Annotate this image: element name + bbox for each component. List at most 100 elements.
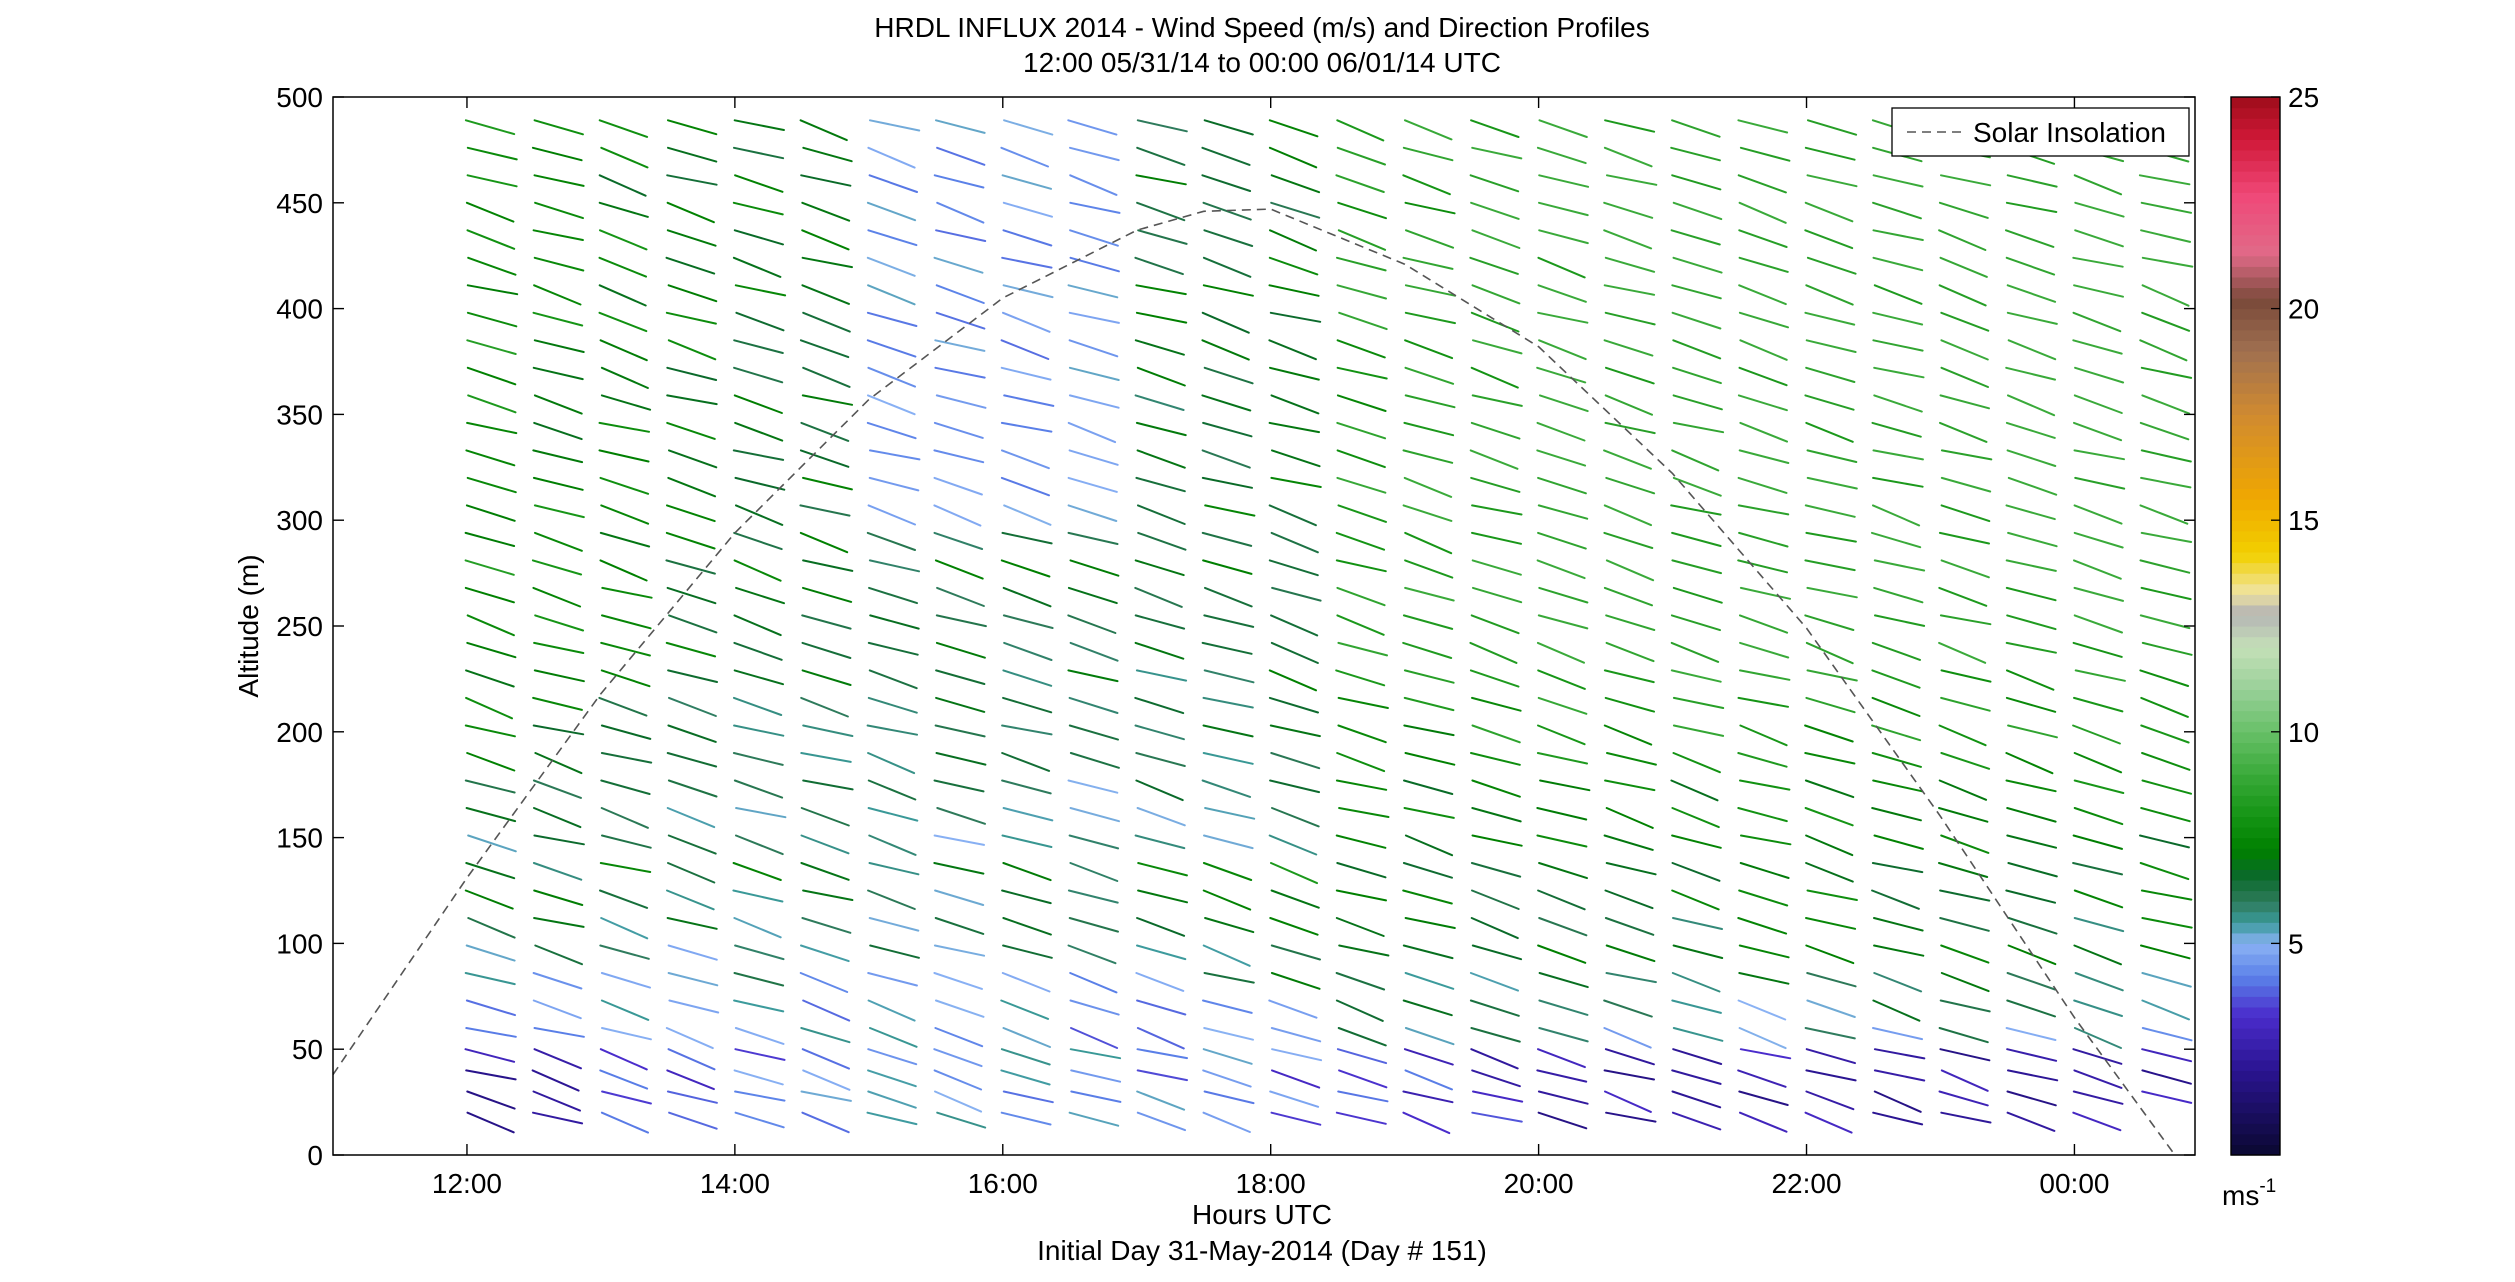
- wind-barb: [1805, 917, 1857, 930]
- wind-barb: [1604, 256, 1656, 273]
- wind-barb: [667, 972, 719, 987]
- wind-barb: [1805, 284, 1854, 306]
- wind-barb: [799, 119, 848, 142]
- wind-barb: [1270, 174, 1321, 194]
- wind-barb: [802, 476, 853, 491]
- wind-barb: [1002, 201, 1053, 218]
- wind-barb: [1001, 531, 1053, 545]
- wind-barb: [1404, 119, 1453, 141]
- wind-barb: [1469, 449, 1519, 470]
- wind-barb: [1002, 669, 1053, 687]
- wind-barb: [935, 119, 986, 134]
- wind-barb: [802, 999, 851, 1022]
- wind-barb: [934, 1090, 983, 1113]
- wind-barb: [1268, 119, 1319, 138]
- colorbar-stripe: [2231, 594, 2280, 606]
- wind-barb: [1605, 1111, 1657, 1123]
- wind-barb: [2141, 256, 2194, 268]
- wind-barb: [2073, 421, 2123, 442]
- wind-barb: [1671, 531, 1722, 547]
- wind-barb: [1938, 201, 1989, 219]
- wind-barb: [2006, 1090, 2057, 1107]
- wind-barb: [734, 421, 784, 442]
- wind-barb: [1603, 449, 1652, 470]
- wind-barb: [735, 311, 785, 332]
- wind-barb: [2073, 1069, 2123, 1089]
- wind-barb: [1537, 504, 1589, 520]
- wind-barb: [2073, 944, 2122, 966]
- wind-barb: [2006, 311, 2058, 325]
- wind-barb: [800, 174, 852, 187]
- wind-barb: [1335, 531, 1386, 551]
- wind-barb: [1873, 917, 1924, 932]
- wind-barb: [1402, 256, 1454, 270]
- wind-barb: [465, 449, 516, 467]
- wind-barb: [1203, 1027, 1254, 1041]
- wind-barb: [735, 586, 785, 605]
- colorbar-stripe: [2231, 742, 2280, 754]
- wind-barb: [869, 944, 920, 959]
- wind-barb: [1805, 531, 1857, 543]
- wind-barb: [1536, 641, 1585, 664]
- wind-barb: [1070, 1069, 1122, 1083]
- wind-barb: [868, 586, 918, 605]
- wind-barb: [599, 862, 652, 873]
- wind-barb: [800, 421, 850, 442]
- wind-barb: [1336, 394, 1387, 412]
- wind-barb: [1135, 476, 1186, 493]
- wind-barb: [1471, 1111, 1523, 1123]
- y-tick-label: 200: [276, 717, 323, 748]
- wind-barb: [598, 201, 649, 218]
- wind-barb: [1940, 1111, 1992, 1124]
- wind-barb: [1672, 476, 1722, 497]
- wind-barb: [601, 614, 652, 630]
- wind-barb: [1336, 339, 1386, 359]
- wind-barb: [1270, 862, 1318, 885]
- wind-barb: [1335, 174, 1385, 193]
- colorbar-stripe: [2231, 964, 2280, 976]
- y-tick-label: 0: [307, 1140, 323, 1171]
- colorbar-stripe: [2231, 424, 2280, 437]
- wind-barb: [598, 119, 649, 138]
- wind-barb: [1000, 1048, 1051, 1066]
- colorbar-stripe: [2231, 943, 2280, 955]
- colorbar-stripe: [2231, 372, 2280, 384]
- wind-barb: [2006, 174, 2058, 188]
- wind-barb: [465, 201, 515, 223]
- wind-barb: [1538, 999, 1589, 1016]
- wind-barb: [802, 779, 854, 791]
- wind-barb: [1871, 862, 1924, 874]
- wind-barb: [1203, 834, 1254, 850]
- wind-barb: [1069, 174, 1118, 196]
- colorbar-stripe: [2231, 340, 2280, 352]
- colorbar-stripe: [2231, 1112, 2280, 1124]
- wind-barb: [466, 284, 519, 296]
- wind-barb: [534, 201, 584, 220]
- wind-barb: [1805, 421, 1854, 443]
- wind-barb: [1471, 394, 1523, 407]
- wind-barb: [467, 256, 517, 276]
- wind-barb: [1804, 394, 1855, 411]
- wind-barb: [1268, 421, 1320, 434]
- wind-barb: [1537, 256, 1586, 279]
- wind-barb: [1873, 972, 1923, 993]
- wind-barb: [1738, 201, 1787, 224]
- wind-barb: [1338, 311, 1388, 331]
- wind-barb: [1471, 146, 1523, 160]
- wind-barb: [1136, 146, 1186, 166]
- wind-barb: [1402, 1090, 1454, 1104]
- wind-barb: [867, 504, 916, 526]
- wind-barb: [465, 862, 516, 880]
- colorbar-stripe: [2231, 1038, 2280, 1050]
- wind-barb: [1470, 421, 1521, 440]
- wind-barb: [2140, 229, 2191, 243]
- wind-barb: [1335, 917, 1385, 937]
- wind-barb: [1402, 944, 1454, 960]
- colorbar-stripe: [2231, 996, 2280, 1008]
- wind-barb: [1000, 421, 1053, 433]
- wind-barb: [934, 724, 986, 738]
- wind-barb: [1068, 917, 1119, 933]
- colorbar-stripe: [2231, 647, 2280, 659]
- wind-barb: [1204, 586, 1253, 608]
- colorbar-stripe: [2231, 562, 2280, 574]
